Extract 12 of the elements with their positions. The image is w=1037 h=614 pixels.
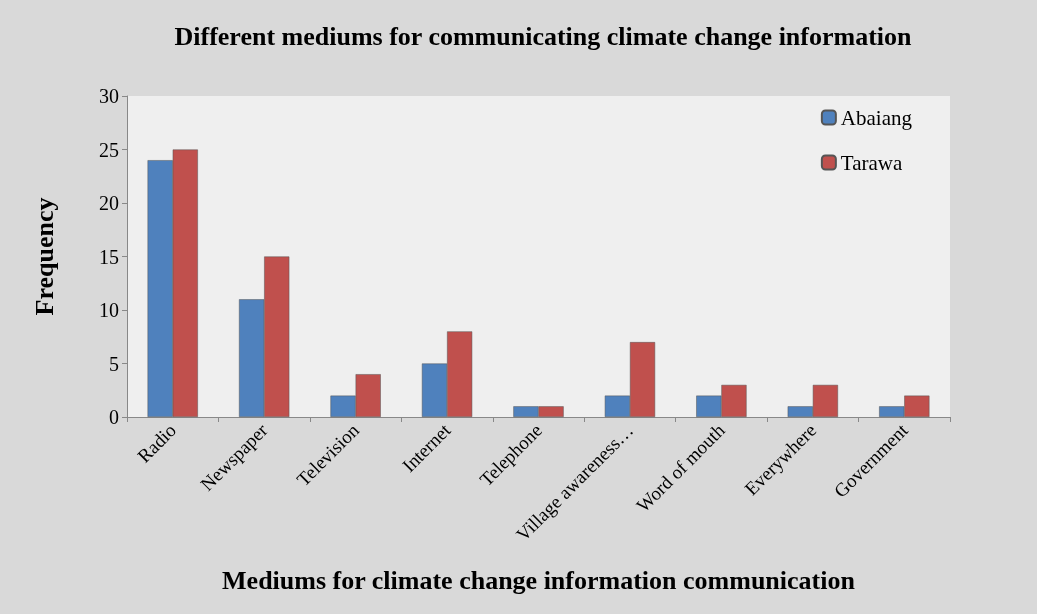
y-tick-label: 0 — [109, 406, 119, 428]
y-tick-label: 15 — [99, 245, 119, 268]
y-tick-label: 25 — [99, 138, 119, 161]
y-tick-label: 20 — [99, 192, 119, 214]
legend-label: Abaiang — [840, 105, 913, 130]
y-tick-label: 10 — [99, 299, 119, 321]
y-tick-label: 30 — [99, 85, 119, 107]
chart-title: Different mediums for communicating climate change information — [174, 21, 913, 51]
x-axis-title: Mediums for climate change information communication — [222, 565, 856, 595]
legend-label: Tarawa — [840, 150, 904, 175]
y-axis-title: Frequency — [29, 197, 59, 316]
y-tick-label: 5 — [109, 352, 119, 375]
